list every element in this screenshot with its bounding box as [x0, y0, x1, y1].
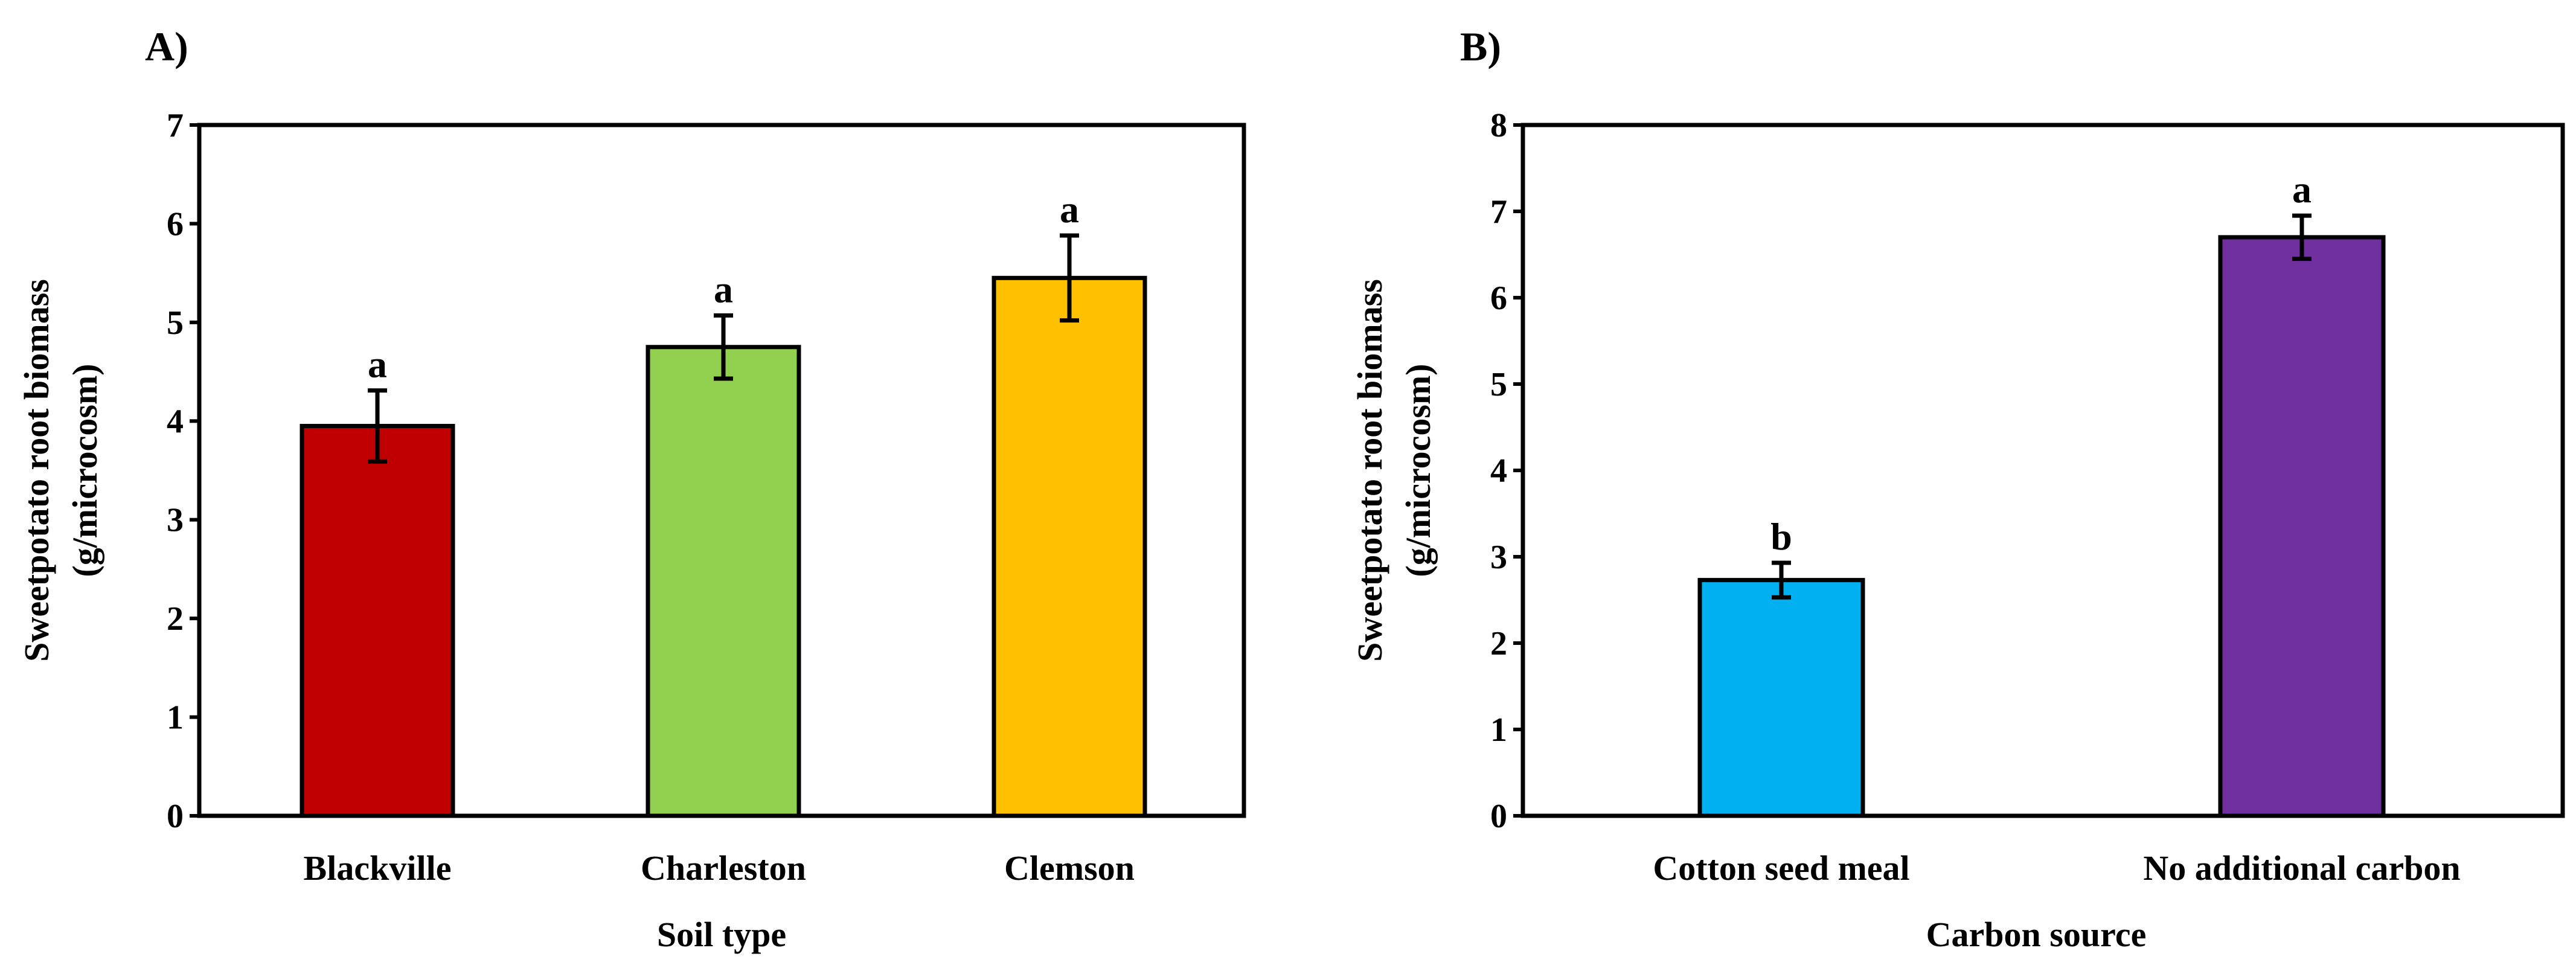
- panel-b-y-ticks: 0 1 2 3 4 5 6 7 8: [1490, 107, 1523, 835]
- panel-a-label: A): [145, 24, 188, 69]
- panel-b-y-axis-title-line2: (g/microcosm): [1399, 364, 1438, 577]
- panel-b-x-axis-title: Carbon source: [1926, 915, 2147, 954]
- panel-a-bar: [992, 275, 1147, 818]
- panel-b-y-tick-label: 6: [1490, 280, 1507, 317]
- panel-a-y-tick-label: 1: [167, 699, 184, 737]
- panel-b-y-tick-label: 7: [1490, 193, 1507, 231]
- panel-a-y-tick-label: 7: [167, 107, 184, 144]
- panel-b: B) 0 1 2 3 4 5 6 7 8 b Cotton seed meal a No additi…: [1350, 24, 2565, 954]
- panel-a-significance-letter: a: [368, 343, 387, 386]
- panel-b-y-tick-label: 0: [1490, 798, 1507, 835]
- panel-b-y-tick-label: 1: [1490, 711, 1507, 749]
- panel-b-significance-letter: b: [1770, 515, 1792, 558]
- panel-b-y-tick-label: 3: [1490, 539, 1507, 576]
- panel-b-bar: [2218, 235, 2386, 818]
- panel-a-category-label: Blackville: [304, 848, 452, 888]
- panel-a-x-axis-title: Soil type: [657, 915, 786, 954]
- panel-a-bars: a Blackville a Charleston a Clemson: [300, 188, 1147, 888]
- panel-b-y-axis-title-line1: Sweetpotato root biomass: [1350, 279, 1389, 662]
- panel-b-category-label: Cotton seed meal: [1653, 848, 1909, 888]
- panel-b-y-tick-label: 2: [1490, 625, 1507, 662]
- panel-a-y-tick-label: 4: [167, 403, 184, 440]
- panel-a-category-label: Clemson: [1004, 848, 1135, 888]
- panel-a-y-tick-label: 0: [167, 798, 184, 835]
- panel-a-y-tick-label: 5: [167, 304, 184, 342]
- panel-b-y-tick-label: 8: [1490, 107, 1507, 144]
- panel-a-bar: [300, 423, 455, 818]
- panel-a-y-ticks: 0 1 2 3 4 5 6 7: [167, 107, 199, 835]
- panel-b-label: B): [1460, 24, 1501, 69]
- panel-a-y-tick-label: 6: [167, 205, 184, 243]
- panel-a-y-axis-title-line2: (g/microcosm): [65, 364, 104, 577]
- panel-a-category-label: Charleston: [641, 848, 806, 888]
- panel-a: A) 0 1 2 3 4 5 6 7 a Blackville a Charleston a Clems…: [17, 24, 1246, 954]
- panel-a-bar: [646, 345, 801, 818]
- panel-a-significance-letter: a: [1060, 188, 1079, 231]
- panel-b-y-tick-label: 5: [1490, 366, 1507, 403]
- panel-b-bars: b Cotton seed meal a No additional carbon: [1653, 168, 2460, 888]
- panel-a-y-tick-label: 3: [167, 502, 184, 539]
- panel-b-y-tick-label: 4: [1490, 452, 1507, 490]
- panel-b-bar: [1697, 578, 1865, 818]
- panel-a-y-tick-label: 2: [167, 600, 184, 638]
- panel-b-significance-letter: a: [2292, 168, 2312, 211]
- panel-b-category-label: No additional carbon: [2143, 848, 2460, 888]
- panel-a-y-axis-title-line1: Sweetpotato root biomass: [17, 279, 56, 662]
- panel-a-significance-letter: a: [714, 268, 733, 310]
